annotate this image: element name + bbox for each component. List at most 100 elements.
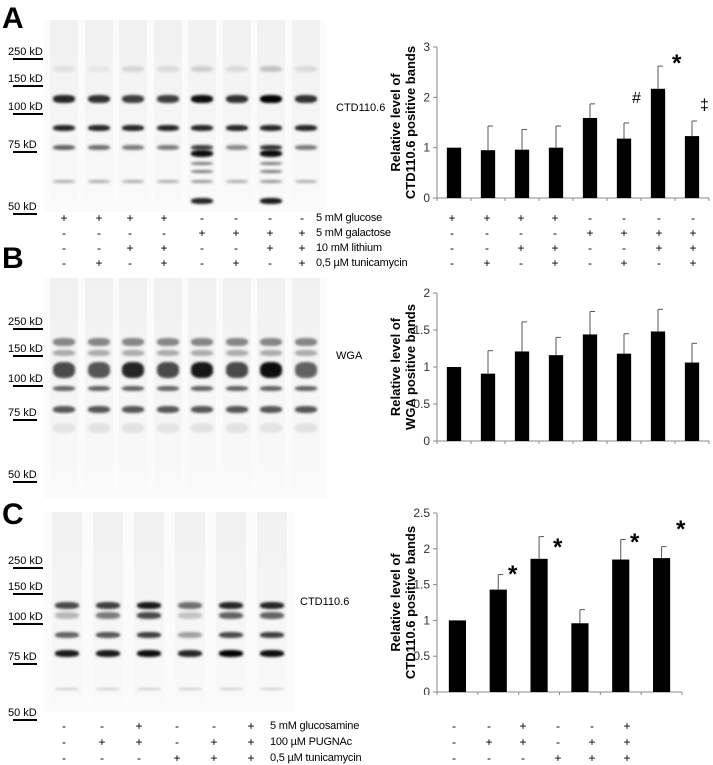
blot-lane (50, 278, 78, 498)
condition-mark: - (519, 256, 523, 270)
condition-mark: - (452, 751, 456, 765)
marker-label: 50 kD (8, 707, 37, 721)
condition-mark: - (62, 241, 66, 255)
svg-text:WGA positive bands: WGA positive bands (403, 304, 418, 430)
protein-band (87, 145, 110, 150)
protein-band (122, 95, 144, 103)
protein-band (156, 423, 179, 433)
bar-chart-a: 0 1 2 3 Relative level of CTD110.6 positive b… (388, 40, 710, 205)
protein-band (225, 66, 248, 72)
marker-line (13, 113, 43, 115)
condition-mark: - (97, 241, 101, 255)
significance-marker: * (630, 529, 640, 556)
condition-mark: - (200, 211, 204, 225)
protein-band (87, 95, 110, 103)
protein-band (260, 602, 284, 609)
protein-band (191, 150, 213, 157)
western-blot-c (44, 512, 294, 712)
condition-mark: + (623, 719, 631, 733)
condition-mark: - (452, 735, 456, 749)
protein-band (294, 423, 317, 433)
y-tick-label: 3 (423, 40, 430, 54)
panel-letter-c: C (2, 498, 24, 531)
y-tick-label: 2 (423, 90, 430, 104)
condition-mark: + (551, 211, 559, 225)
protein-band (96, 602, 120, 609)
protein-band (219, 688, 243, 690)
condition-mark: - (485, 241, 489, 255)
bar (650, 88, 666, 198)
condition-mark: + (483, 256, 491, 270)
condition-mark: - (622, 211, 626, 225)
bar (514, 351, 530, 441)
bar (650, 331, 666, 441)
protein-band (137, 688, 161, 690)
condition-mark: - (128, 226, 132, 240)
protein-band (191, 125, 213, 131)
condition-mark: - (62, 735, 66, 749)
protein-band (156, 406, 179, 413)
protein-band (260, 688, 284, 690)
condition-mark: + (448, 211, 456, 225)
condition-mark: + (247, 719, 255, 733)
condition-mark: - (556, 719, 560, 733)
protein-band (260, 386, 282, 391)
condition-mark: + (160, 241, 168, 255)
protein-band (87, 338, 110, 346)
protein-band (53, 423, 75, 433)
condition-mark: - (487, 719, 491, 733)
bar-chart-c: 0 0.5 1 1.5 2 2.5 Relative level of CTD110.6 po… (388, 506, 686, 695)
condition-mark: - (212, 719, 216, 733)
bar (548, 355, 564, 441)
condition-mark: + (210, 751, 218, 765)
condition-mark: + (620, 226, 628, 240)
protein-band (137, 632, 161, 638)
protein-band (260, 162, 282, 165)
condition-mark: + (232, 226, 240, 240)
condition-mark: + (160, 211, 168, 225)
condition-mark: + (173, 751, 181, 765)
protein-band (191, 338, 213, 346)
condition-mark: - (657, 256, 661, 270)
condition-mark: - (450, 241, 454, 255)
marker-label: 150 kD (8, 343, 43, 357)
protein-band (55, 612, 79, 619)
protein-band (55, 632, 79, 638)
marker-line (13, 719, 37, 721)
protein-band (87, 350, 110, 356)
y-tick-label: 0 (423, 434, 430, 448)
protein-band (53, 386, 75, 391)
condition-mark: + (623, 751, 631, 765)
condition-mark: + (298, 226, 306, 240)
y-axis-label: Relative level of CTD110.6 positive bands (388, 46, 418, 199)
blot-lane (134, 512, 164, 712)
y-tick-label: 2 (423, 286, 430, 300)
bar (448, 620, 466, 692)
protein-band (87, 406, 110, 413)
condition-mark: - (588, 241, 592, 255)
condition-mark: + (60, 211, 68, 225)
condition-mark: + (551, 241, 559, 255)
condition-label: 0,5 µM tunicamycin (270, 752, 362, 764)
condition-mark: - (588, 211, 592, 225)
condition-mark: + (266, 241, 274, 255)
marker-label: 150 kD (8, 73, 43, 87)
svg-text:CTD110.6 positive bands: CTD110.6 positive bands (403, 526, 418, 679)
condition-mark: + (655, 241, 663, 255)
bar (446, 147, 462, 198)
protein-band (178, 632, 202, 638)
blot-lane (84, 278, 113, 498)
protein-band (87, 125, 110, 131)
bar (489, 589, 507, 692)
bar-chart-b: 0 0.5 1 1.5 2 Relative level of WGA positive b… (388, 286, 710, 448)
protein-band (55, 650, 79, 657)
condition-mark: - (100, 751, 104, 765)
marker-line (13, 567, 43, 569)
protein-band (122, 125, 144, 131)
blot-lane (257, 20, 285, 212)
y-tick-label: 1 (423, 141, 430, 155)
condition-mark: - (97, 226, 101, 240)
protein-band (122, 66, 144, 72)
protein-band (191, 66, 213, 72)
marker-label: 250 kD (8, 46, 43, 60)
